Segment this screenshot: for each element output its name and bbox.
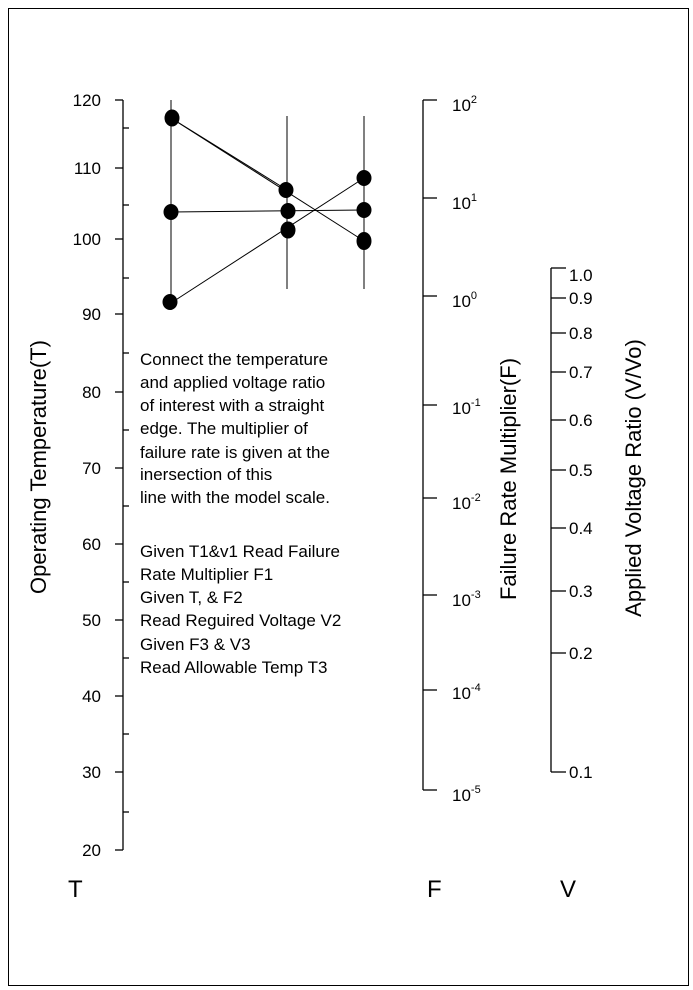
voltage-tick-label: 0.1 [569, 763, 593, 782]
inset-point [356, 232, 372, 250]
temperature-tick-label: 40 [82, 687, 101, 706]
example-points [162, 109, 372, 310]
temperature-tick-label: 120 [73, 91, 101, 110]
example-inset [170, 100, 365, 310]
temperature-tick-label: 50 [82, 611, 101, 630]
inset-point [164, 109, 180, 127]
instruction-line: of interest with a straight [140, 396, 325, 415]
temperature-tick-label: 70 [82, 459, 101, 478]
failure-tick-label: 10-4 [452, 682, 481, 703]
voltage-axis-letter: V [560, 876, 576, 903]
temperature-tick-label: 80 [82, 383, 101, 402]
failure-axis-letter: F [427, 876, 442, 903]
temperature-axis [115, 99, 129, 851]
instruction-line: and applied voltage ratio [140, 373, 325, 392]
failure-tick-labels: 102 101 100 10-1 10-2 10-3 10-4 10-5 [452, 94, 481, 805]
temperature-tick-labels: 120 110 100 90 80 70 60 50 40 30 20 [73, 91, 101, 860]
instruction-line: Connect the temperature [140, 350, 328, 369]
instruction-step: Given T, & F2 [140, 588, 243, 607]
voltage-axis [550, 267, 566, 773]
failure-axis-title: Failure Rate Multiplier(F) [496, 358, 521, 600]
voltage-tick-label: 0.5 [569, 461, 593, 480]
inset-point [280, 221, 296, 239]
instruction-step: Read Reguired Voltage V2 [140, 611, 341, 630]
inset-point [162, 294, 178, 310]
instruction-line: failure rate is given at the [140, 443, 330, 462]
voltage-axis-title: Applied Voltage Ratio (V/Vo) [621, 339, 646, 617]
diagram-frame [8, 8, 689, 986]
failure-tick-label: 101 [452, 192, 477, 213]
voltage-tick-label: 0.3 [569, 582, 593, 601]
temperature-tick-label: 90 [82, 305, 101, 324]
temperature-tick-label: 60 [82, 535, 101, 554]
failure-tick-label: 10-5 [452, 784, 481, 805]
temperature-tick-label: 20 [82, 841, 101, 860]
failure-axis [422, 99, 437, 791]
temperature-tick-label: 110 [74, 159, 101, 178]
instruction-step: Given T1&v1 Read Failure [140, 542, 340, 561]
voltage-tick-label: 0.8 [569, 324, 593, 343]
inset-point [163, 204, 179, 220]
temperature-axis-letter: T [68, 876, 83, 903]
temperature-axis-title: Operating Temperature(T) [26, 340, 51, 594]
inset-point [356, 202, 372, 218]
voltage-tick-label: 1.0 [569, 266, 593, 285]
voltage-tick-label: 0.6 [569, 411, 593, 430]
temperature-tick-label: 100 [73, 230, 101, 249]
voltage-tick-label: 0.4 [569, 519, 593, 538]
voltage-tick-label: 0.7 [569, 363, 593, 382]
temperature-tick-label: 30 [82, 763, 101, 782]
inset-point [280, 203, 296, 219]
inset-connector [170, 117, 288, 191]
failure-tick-label: 100 [452, 290, 477, 311]
instruction-step: Given F3 & V3 [140, 635, 251, 654]
inset-connector [170, 209, 365, 213]
voltage-tick-label: 0.2 [569, 644, 593, 663]
failure-tick-label: 10-3 [452, 589, 481, 610]
failure-tick-label: 102 [452, 94, 477, 115]
instruction-step: Rate Multiplier F1 [140, 565, 273, 584]
voltage-tick-label: 0.9 [569, 289, 593, 308]
failure-tick-label: 10-2 [452, 492, 481, 513]
instruction-line: edge. The multiplier of [140, 419, 308, 438]
inset-point [356, 170, 372, 186]
failure-tick-label: 10-1 [452, 397, 481, 418]
inset-connector [170, 177, 365, 304]
voltage-tick-labels: 1.0 0.9 0.8 0.7 0.6 0.5 0.4 0.3 0.2 0.1 [569, 266, 593, 782]
instructions: Connect the temperature and applied volt… [140, 350, 341, 677]
instruction-line: inersection of this [140, 465, 272, 484]
inset-point [278, 182, 294, 198]
instruction-step: Read Allowable Temp T3 [140, 658, 327, 677]
instruction-line: line with the model scale. [140, 488, 330, 507]
